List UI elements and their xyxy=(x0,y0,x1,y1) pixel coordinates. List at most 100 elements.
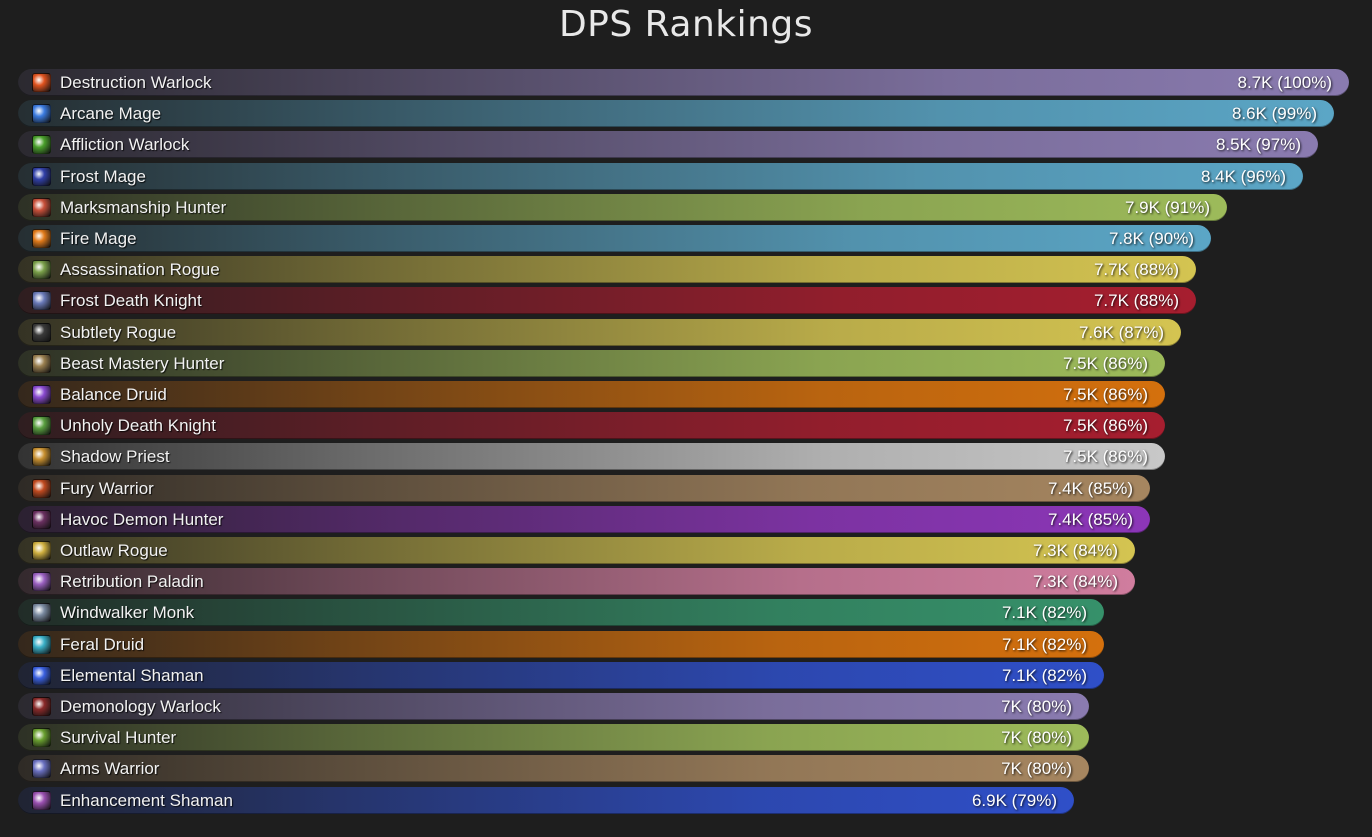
feral-druid-icon xyxy=(32,635,51,654)
category-label: Assassination Rogue xyxy=(60,260,220,279)
fury-warrior-icon xyxy=(32,479,51,498)
bar-row: Windwalker Monk 7.1K (82%) xyxy=(18,599,1104,626)
category-label: Fury Warrior xyxy=(60,479,154,498)
bar-row: Assassination Rogue 7.7K (88%) xyxy=(18,256,1196,283)
shadow-priest-icon xyxy=(32,447,51,466)
bar-row: Shadow Priest 7.5K (86%) xyxy=(18,443,1165,470)
value-label: 8.5K (97%) xyxy=(1215,135,1301,154)
bar-row: Affliction Warlock 8.5K (97%) xyxy=(18,131,1318,158)
category-label: Arms Warrior xyxy=(60,759,160,778)
value-label: 8.7K (100%) xyxy=(1237,73,1333,92)
arms-warrior-icon xyxy=(32,759,51,778)
bar xyxy=(18,537,1135,564)
bar-row: Retribution Paladin 7.3K (84%) xyxy=(18,568,1135,595)
value-label: 7.3K (84%) xyxy=(1032,541,1118,560)
category-label: Beast Mastery Hunter xyxy=(60,354,225,373)
bar-row: Fire Mage 7.8K (90%) xyxy=(18,225,1211,252)
bar-row: Subtlety Rogue 7.6K (87%) xyxy=(18,319,1181,346)
category-label: Affliction Warlock xyxy=(60,135,190,154)
value-label: 7.5K (86%) xyxy=(1062,416,1148,435)
category-label: Destruction Warlock xyxy=(60,73,212,92)
value-label: 8.6K (99%) xyxy=(1231,104,1317,123)
bar xyxy=(18,163,1303,190)
bar xyxy=(18,693,1089,720)
category-label: Retribution Paladin xyxy=(60,572,204,591)
windwalker-monk-icon xyxy=(32,603,51,622)
bar xyxy=(18,69,1349,96)
bar xyxy=(18,724,1089,751)
bar-row: Feral Druid 7.1K (82%) xyxy=(18,631,1104,658)
bar-row: Frost Death Knight 7.7K (88%) xyxy=(18,287,1196,314)
bar xyxy=(18,599,1104,626)
value-label: 7.1K (82%) xyxy=(1001,603,1087,622)
category-label: Outlaw Rogue xyxy=(60,541,168,560)
category-label: Shadow Priest xyxy=(60,447,170,466)
value-label: 7.4K (85%) xyxy=(1047,510,1133,529)
category-label: Arcane Mage xyxy=(60,104,162,123)
bar-row: Havoc Demon Hunter 7.4K (85%) xyxy=(18,506,1150,533)
category-label: Survival Hunter xyxy=(60,728,177,747)
bar xyxy=(18,131,1318,158)
value-label: 7K (80%) xyxy=(1001,728,1072,747)
beast-mastery-hunter-icon xyxy=(32,354,51,373)
value-label: 7.1K (82%) xyxy=(1001,635,1087,654)
bar-row: Arms Warrior 7K (80%) xyxy=(18,755,1089,782)
frost-mage-icon xyxy=(32,167,51,186)
value-label: 7.6K (87%) xyxy=(1078,323,1164,342)
value-label: 8.4K (96%) xyxy=(1200,167,1286,186)
frost-death-knight-icon xyxy=(32,291,51,310)
category-label: Frost Mage xyxy=(60,167,146,186)
bar-row: Enhancement Shaman 6.9K (79%) xyxy=(18,787,1074,814)
value-label: 7K (80%) xyxy=(1001,697,1072,716)
destruction-warlock-icon xyxy=(32,73,51,92)
value-label: 7K (80%) xyxy=(1001,759,1072,778)
category-label: Marksmanship Hunter xyxy=(60,198,227,217)
category-label: Elemental Shaman xyxy=(60,666,204,685)
category-label: Enhancement Shaman xyxy=(60,791,233,810)
category-label: Demonology Warlock xyxy=(60,697,221,716)
bar xyxy=(18,475,1150,502)
value-label: 6.9K (79%) xyxy=(971,791,1057,810)
bar-row: Elemental Shaman 7.1K (82%) xyxy=(18,662,1104,689)
value-label: 7.7K (88%) xyxy=(1093,260,1179,279)
subtlety-rogue-icon xyxy=(32,323,51,342)
bar-row: Balance Druid 7.5K (86%) xyxy=(18,381,1165,408)
bar-row: Marksmanship Hunter 7.9K (91%) xyxy=(18,194,1227,221)
bar xyxy=(18,256,1196,283)
bar xyxy=(18,506,1150,533)
affliction-warlock-icon xyxy=(32,135,51,154)
bar xyxy=(18,568,1135,595)
value-label: 7.5K (86%) xyxy=(1062,354,1148,373)
category-label: Feral Druid xyxy=(60,635,145,654)
value-label: 7.7K (88%) xyxy=(1093,291,1179,310)
category-label: Balance Druid xyxy=(60,385,167,404)
value-label: 7.8K (90%) xyxy=(1108,229,1194,248)
marksmanship-hunter-icon xyxy=(32,198,51,217)
bar xyxy=(18,381,1165,408)
bar-row: Fury Warrior 7.4K (85%) xyxy=(18,475,1150,502)
bar xyxy=(18,755,1089,782)
bar-row: Outlaw Rogue 7.3K (84%) xyxy=(18,537,1135,564)
bar-row: Unholy Death Knight 7.5K (86%) xyxy=(18,412,1165,439)
chart-title: DPS Rankings xyxy=(558,4,814,45)
bar xyxy=(18,100,1334,127)
outlaw-rogue-icon xyxy=(32,541,51,560)
bar xyxy=(18,319,1181,346)
bar-row: Demonology Warlock 7K (80%) xyxy=(18,693,1089,720)
category-label: Havoc Demon Hunter xyxy=(60,510,224,529)
bar xyxy=(18,787,1074,814)
bar xyxy=(18,287,1196,314)
bar xyxy=(18,443,1165,470)
elemental-shaman-icon xyxy=(32,666,51,685)
havoc-demon-hunter-icon xyxy=(32,510,51,529)
bar xyxy=(18,662,1104,689)
balance-druid-icon xyxy=(32,385,51,404)
bar-row: Survival Hunter 7K (80%) xyxy=(18,724,1089,751)
retribution-paladin-icon xyxy=(32,572,51,591)
bar xyxy=(18,225,1211,252)
bar xyxy=(18,631,1104,658)
survival-hunter-icon xyxy=(32,728,51,747)
bar xyxy=(18,194,1227,221)
enhancement-shaman-icon xyxy=(32,791,51,810)
